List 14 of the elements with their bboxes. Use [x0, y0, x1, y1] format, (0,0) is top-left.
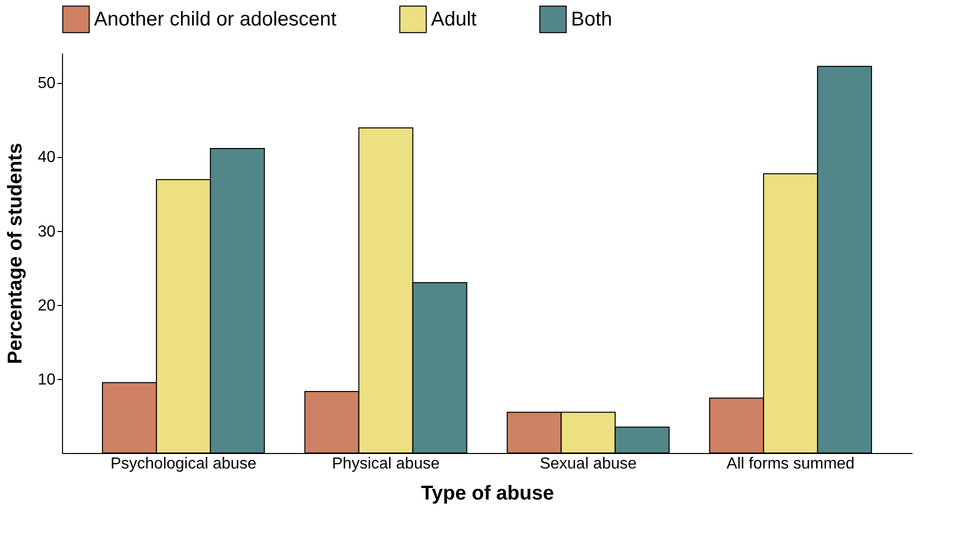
y-tick-label: 50	[38, 75, 56, 92]
legend-label: Another child or adolescent	[94, 8, 337, 30]
legend-label: Both	[571, 8, 612, 30]
y-tick-label: 30	[38, 223, 56, 240]
y-tick-label: 10	[38, 371, 56, 388]
x-tick-label: All forms summed	[726, 456, 855, 472]
y-axis-title: Percentage of students	[4, 142, 27, 364]
x-axis-title: Type of abuse	[421, 482, 554, 504]
legend-label: Adult	[431, 8, 478, 30]
x-tick-label: Physical abuse	[332, 456, 440, 472]
x-tick-label: Psychological abuse	[110, 456, 256, 472]
x-tick-label: Sexual abuse	[540, 456, 637, 472]
y-tick-label: 40	[38, 149, 56, 166]
y-tick-label: 20	[38, 297, 56, 314]
